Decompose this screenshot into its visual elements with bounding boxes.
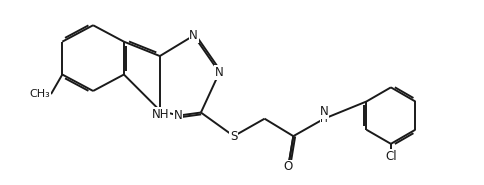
Text: Cl: Cl (385, 150, 397, 163)
Text: H: H (320, 114, 328, 124)
Text: N: N (215, 66, 224, 79)
Text: NH: NH (152, 108, 169, 121)
Text: N: N (174, 109, 183, 122)
Text: CH₃: CH₃ (29, 89, 50, 99)
Text: N: N (320, 105, 329, 118)
Text: O: O (284, 160, 293, 174)
Text: S: S (230, 130, 238, 143)
Text: N: N (189, 29, 198, 42)
